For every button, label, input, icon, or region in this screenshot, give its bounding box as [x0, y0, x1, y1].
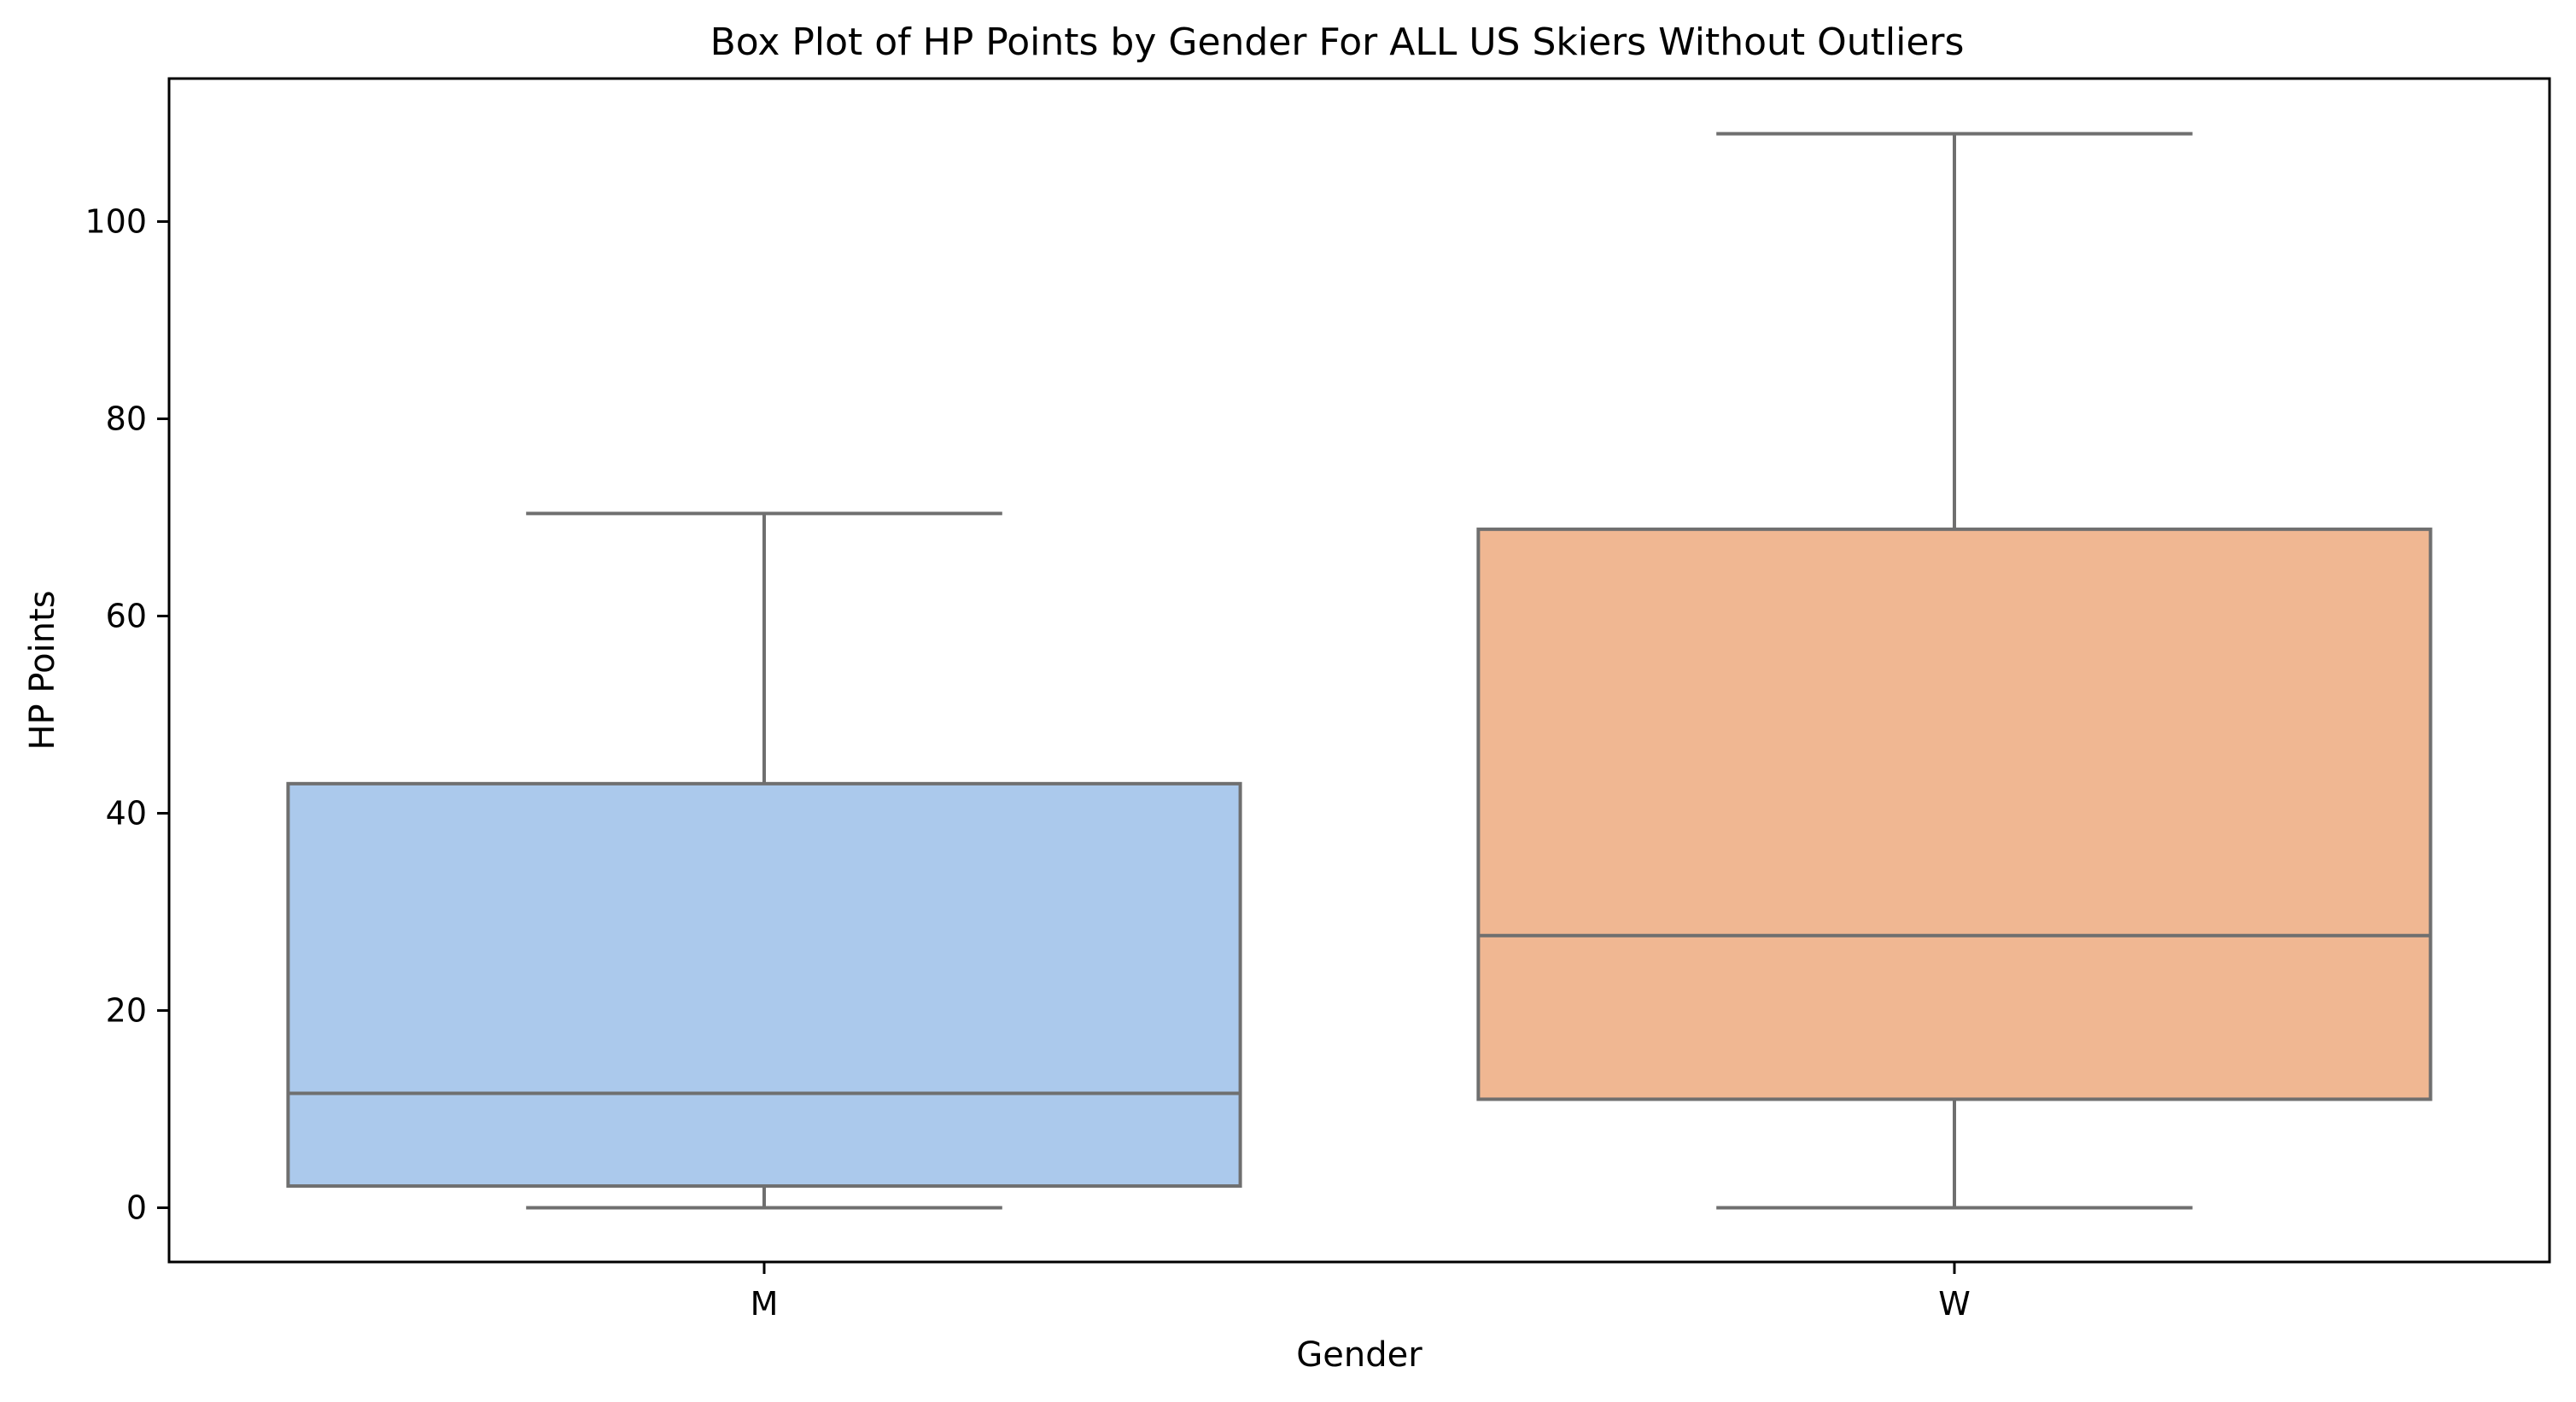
y-tick-label: 60: [106, 597, 147, 634]
y-tick-label: 0: [126, 1189, 147, 1226]
y-tick-label: 80: [106, 400, 147, 437]
iqr-box: [1476, 527, 2433, 1101]
x-tick-label: M: [751, 1285, 779, 1323]
y-tick-label: 40: [106, 794, 147, 832]
box-W: [1476, 131, 2433, 1210]
y-axis: 0 20 40 60 80 100: [85, 202, 169, 1226]
chart-title: Box Plot of HP Points by Gender For ALL …: [710, 20, 1965, 64]
iqr-box: [286, 781, 1242, 1189]
x-axis-label: Gender: [1296, 1335, 1422, 1375]
x-tick-label: W: [1938, 1285, 1971, 1323]
y-tick-label: 20: [106, 991, 147, 1029]
plot-frame: [167, 77, 2551, 1264]
y-tick-label: 100: [85, 202, 147, 240]
y-axis-label: HP Points: [23, 590, 62, 750]
boxes-layer: [286, 131, 2433, 1210]
box-M: [286, 511, 1242, 1210]
